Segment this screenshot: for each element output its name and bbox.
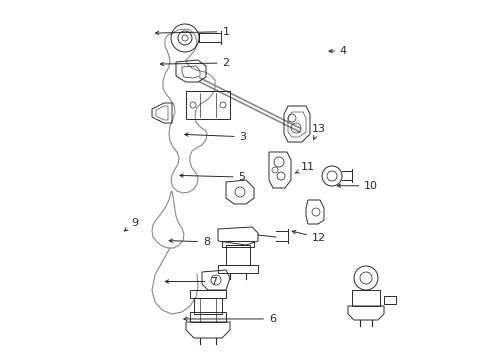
Text: 2: 2 — [160, 58, 229, 68]
Text: 10: 10 — [337, 181, 378, 191]
Bar — [190, 290, 225, 298]
Text: 4: 4 — [328, 46, 346, 56]
Bar — [190, 312, 225, 322]
Text: 7: 7 — [165, 276, 217, 287]
Text: 3: 3 — [184, 132, 246, 142]
Bar — [225, 245, 249, 265]
Text: 13: 13 — [311, 124, 325, 139]
Text: 5: 5 — [180, 172, 245, 182]
Bar — [218, 265, 258, 273]
Text: 11: 11 — [295, 162, 314, 173]
Text: 1: 1 — [155, 27, 229, 37]
Text: 12: 12 — [292, 230, 325, 243]
Bar — [185, 91, 229, 119]
Text: 6: 6 — [183, 314, 275, 324]
Text: 8: 8 — [169, 237, 210, 247]
Bar — [351, 290, 379, 306]
Bar — [222, 241, 253, 247]
Text: 9: 9 — [124, 218, 138, 231]
Bar — [194, 298, 222, 314]
